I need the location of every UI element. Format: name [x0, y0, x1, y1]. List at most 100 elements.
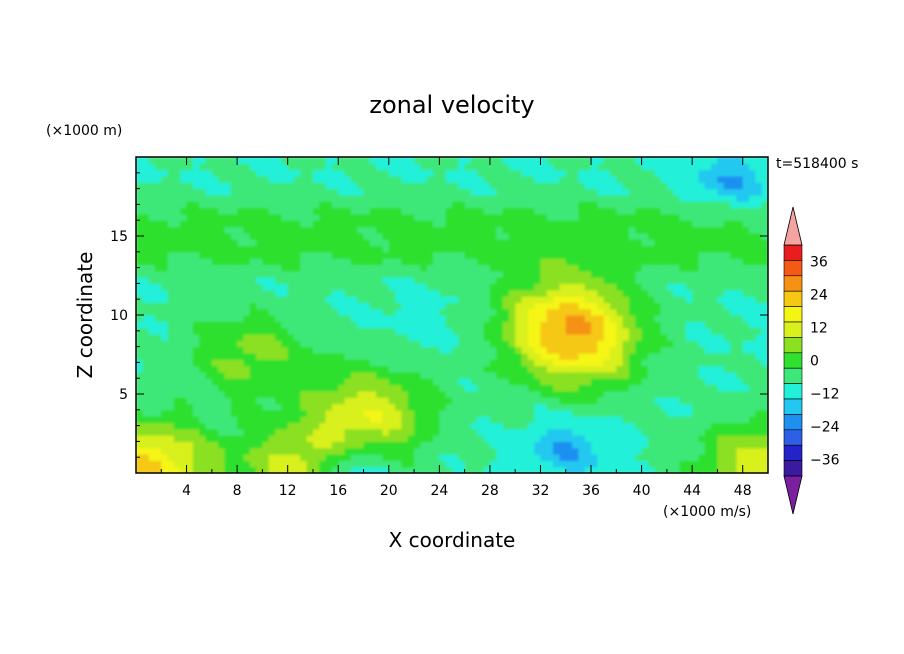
- contour-cell: [534, 302, 542, 310]
- contour-cell: [256, 296, 263, 303]
- contour-cell: [426, 315, 434, 322]
- contour-cell: [685, 308, 693, 316]
- contour-cell: [312, 207, 320, 215]
- contour-cell: [376, 409, 384, 417]
- contour-cell: [755, 315, 763, 322]
- contour-cell: [572, 321, 579, 329]
- contour-cell: [673, 416, 681, 424]
- contour-cell: [546, 188, 554, 196]
- contour-cell: [679, 239, 687, 247]
- contour-cell: [761, 416, 768, 424]
- contour-cell: [572, 447, 579, 455]
- contour-cell: [357, 416, 365, 424]
- contour-cell: [717, 447, 725, 455]
- contour-cell: [692, 289, 700, 297]
- contour-cell: [496, 308, 504, 316]
- contour-cell: [237, 409, 245, 417]
- contour-cell: [540, 289, 548, 297]
- contour-cell: [407, 460, 415, 468]
- contour-cell: [755, 403, 763, 411]
- contour-cell: [192, 365, 200, 373]
- contour-cell: [420, 333, 428, 341]
- contour-cell: [136, 283, 143, 291]
- contour-cell: [527, 201, 535, 209]
- contour-cell: [565, 232, 573, 240]
- contour-cell: [325, 352, 333, 360]
- contour-cell: [376, 169, 384, 177]
- contour-cell: [647, 296, 655, 303]
- contour-cell: [597, 359, 605, 367]
- contour-cell: [540, 397, 548, 405]
- contour-cell: [723, 428, 731, 436]
- contour-cell: [597, 422, 605, 430]
- contour-cell: [205, 340, 213, 348]
- contour-cell: [761, 296, 768, 303]
- contour-cell: [192, 296, 200, 303]
- contour-cell: [357, 447, 365, 455]
- contour-cell: [401, 296, 409, 303]
- contour-cell: [666, 157, 674, 164]
- contour-cell: [749, 277, 756, 284]
- contour-cell: [622, 258, 630, 266]
- contour-cell: [534, 365, 542, 373]
- contour-cell: [363, 422, 371, 430]
- contour-cell: [388, 466, 396, 473]
- contour-cell: [433, 454, 440, 461]
- contour-cell: [433, 321, 440, 329]
- contour-cell: [180, 175, 188, 183]
- contour-cell: [749, 182, 756, 190]
- contour-cell: [395, 251, 403, 259]
- contour-cell: [546, 397, 554, 405]
- contour-cell: [666, 422, 674, 430]
- contour-cell: [704, 302, 712, 310]
- contour-cell: [540, 232, 548, 240]
- contour-cell: [192, 302, 200, 310]
- contour-cell: [136, 175, 143, 183]
- contour-cell: [294, 296, 301, 303]
- contour-cell: [300, 157, 308, 164]
- contour-cell: [521, 308, 529, 316]
- contour-cell: [287, 226, 295, 234]
- contour-cell: [414, 175, 421, 183]
- contour-cell: [350, 213, 358, 221]
- contour-cell: [306, 264, 314, 272]
- contour-cell: [749, 283, 756, 291]
- contour-cell: [173, 175, 181, 183]
- contour-cell: [591, 220, 598, 228]
- contour-cell: [199, 435, 207, 442]
- contour-cell: [357, 175, 365, 183]
- contour-cell: [717, 251, 725, 259]
- contour-cell: [199, 340, 207, 348]
- contour-cell: [249, 422, 257, 430]
- contour-cell: [647, 365, 655, 373]
- contour-cell: [249, 384, 257, 392]
- contour-cell: [401, 409, 409, 417]
- contour-cell: [452, 359, 459, 367]
- contour-cell: [755, 207, 763, 215]
- contour-cell: [546, 277, 554, 284]
- contour-cell: [521, 213, 529, 221]
- contour-cell: [742, 289, 750, 297]
- contour-cell: [635, 441, 643, 449]
- contour-cell: [275, 409, 282, 417]
- contour-cell: [578, 447, 586, 455]
- contour-cell: [382, 213, 390, 221]
- contour-cell: [698, 371, 706, 379]
- contour-cell: [350, 226, 358, 234]
- contour-cell: [685, 220, 693, 228]
- contour-cell: [230, 296, 238, 303]
- contour-cell: [249, 428, 257, 436]
- contour-cell: [268, 378, 276, 386]
- contour-cell: [496, 409, 504, 417]
- contour-cell: [294, 454, 301, 461]
- contour-cell: [458, 175, 466, 183]
- contour-cell: [186, 182, 194, 190]
- contour-cell: [218, 460, 226, 468]
- contour-cell: [755, 245, 763, 253]
- contour-cell: [603, 232, 611, 240]
- contour-cell: [660, 352, 668, 360]
- contour-cell: [761, 352, 768, 360]
- contour-cell: [508, 296, 516, 303]
- contour-cell: [452, 245, 459, 253]
- contour-cell: [414, 333, 421, 341]
